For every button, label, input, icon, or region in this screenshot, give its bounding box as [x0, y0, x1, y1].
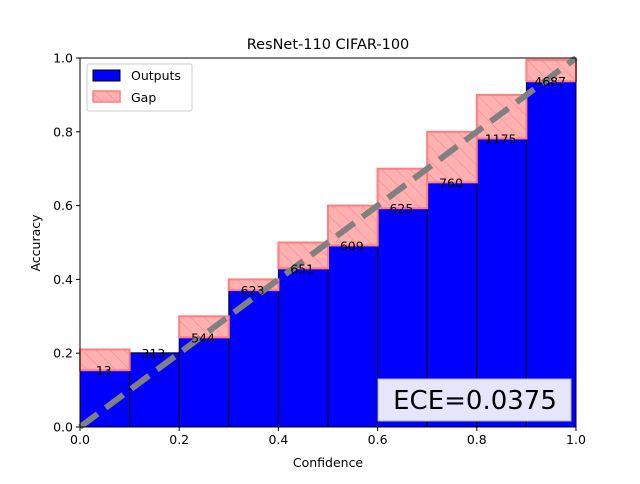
ece-annotation: ECE=0.0375	[377, 378, 572, 422]
x-tick-label: 0.0	[70, 432, 90, 447]
y-tick-label: 1.0	[53, 51, 73, 66]
x-tick-label: 0.6	[368, 432, 388, 447]
gap-hatch-4	[228, 279, 279, 291]
bin-count-label: 1175	[485, 131, 517, 146]
y-tick-label: 0.6	[53, 198, 73, 213]
ece-text: ECE=0.0375	[393, 386, 557, 416]
x-tick-label: 1.0	[566, 432, 586, 447]
y-tick-label: 0.8	[53, 124, 73, 139]
perfect-calibration-line	[78, 55, 578, 430]
bin-count-label: 544	[191, 330, 215, 345]
output-bar-5	[277, 267, 329, 428]
output-bar-10	[525, 80, 577, 428]
bin-count-label: 623	[241, 283, 265, 298]
ece-box	[377, 378, 572, 422]
x-tick-label: 0.2	[169, 432, 189, 447]
gap-hatch-10	[526, 59, 576, 82]
chart-title: ResNet-110 CIFAR-100	[247, 37, 410, 53]
legend-swatch-gap-hatch	[93, 91, 120, 102]
y-axis-label: Accuracy	[28, 214, 43, 272]
x-axis-label: Confidence	[293, 455, 364, 470]
bin-count-label: 313	[141, 346, 165, 361]
plot-frame	[79, 57, 577, 428]
bin-count-label: 13	[96, 363, 112, 378]
bin-count-label: 760	[439, 175, 463, 190]
gap-hatch-3	[179, 316, 229, 338]
y-tick-label: 0.4	[53, 272, 73, 287]
legend-label-outputs: Outputs	[131, 68, 181, 83]
y-tick-label: 0.2	[53, 346, 73, 361]
output-bar-2	[129, 352, 180, 428]
gap-hatch-1	[80, 349, 130, 371]
legend-label-gap: Gap	[131, 90, 156, 105]
bin-count-label: 609	[340, 238, 364, 253]
output-bar-3	[178, 336, 230, 428]
bin-count-label: 625	[389, 201, 413, 216]
x-tick-label: 0.8	[467, 432, 487, 447]
legend-swatch-outputs	[92, 69, 121, 82]
output-bar-6	[327, 244, 379, 428]
legend: Outputs Gap	[86, 63, 193, 112]
y-tick-label: 0.0	[53, 420, 73, 435]
x-tick-label: 0.4	[268, 432, 288, 447]
bin-count-label: 651	[290, 261, 314, 276]
bin-count-label: 4687	[534, 74, 566, 89]
